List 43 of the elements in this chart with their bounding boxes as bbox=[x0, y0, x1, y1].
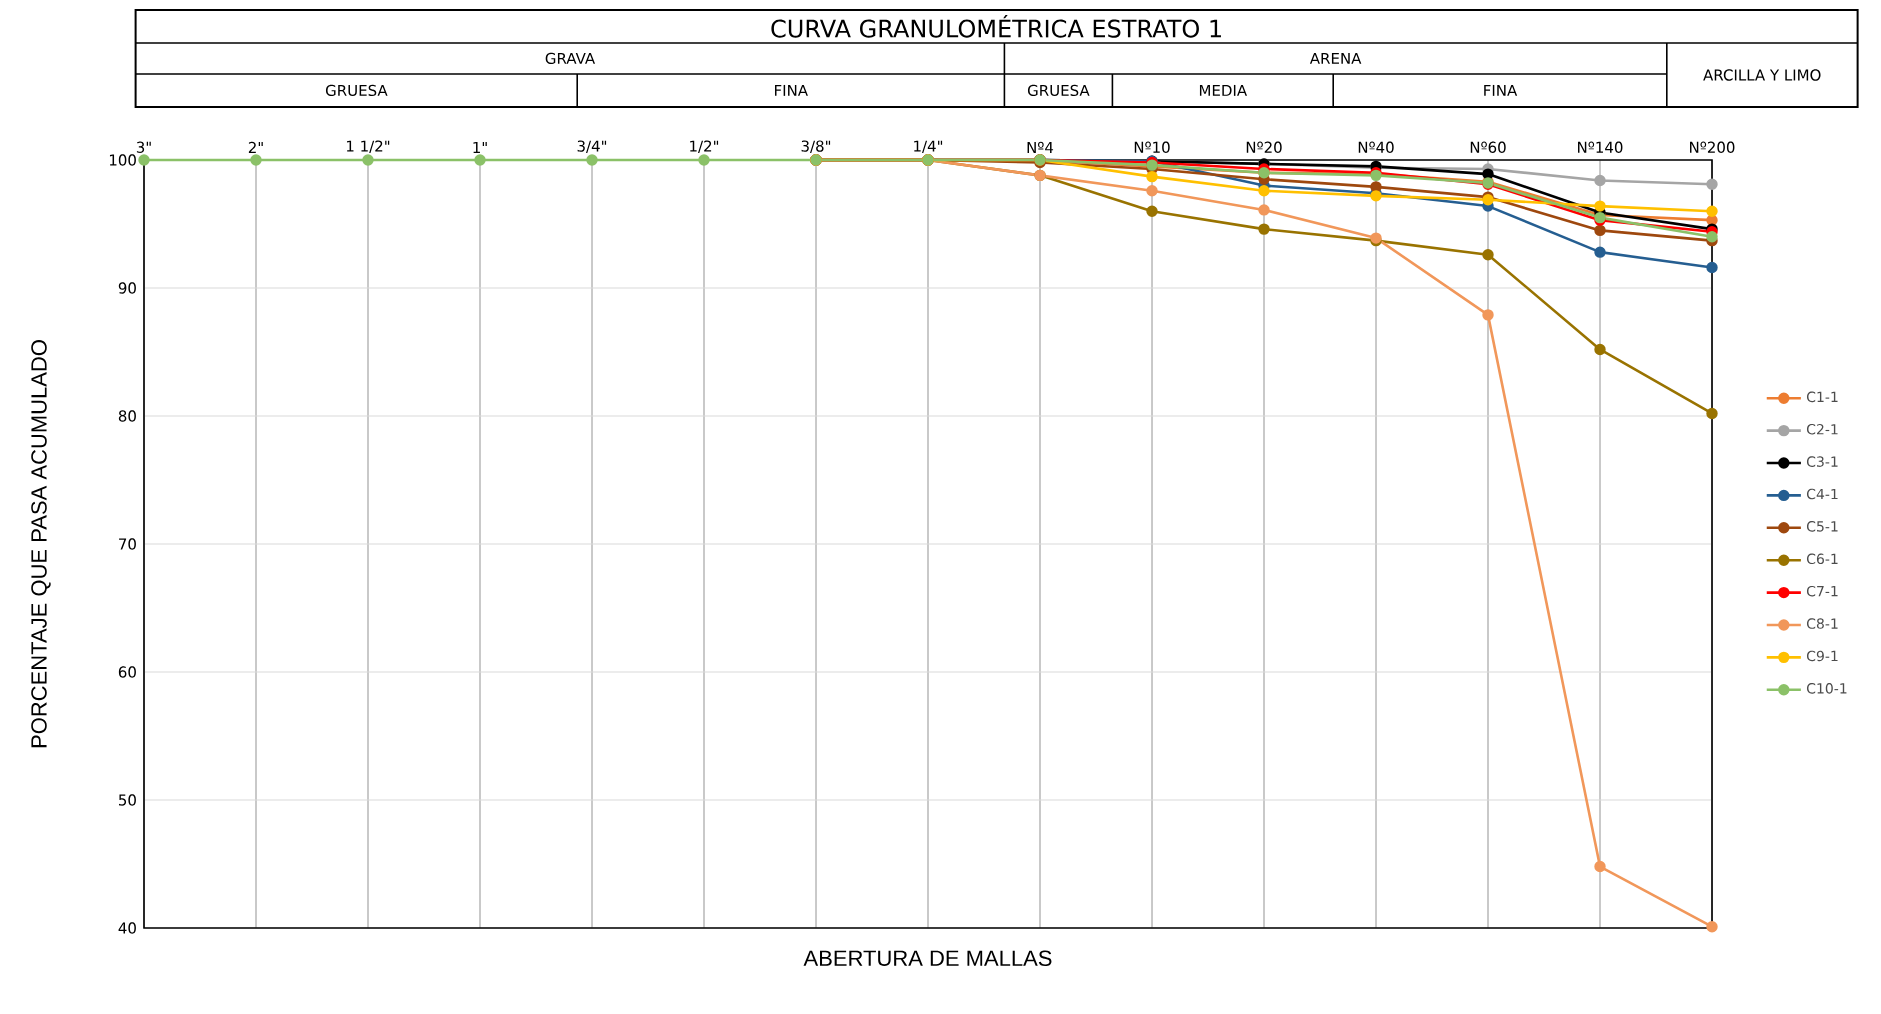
y-tick-label: 90 bbox=[118, 282, 136, 294]
y-tick-label: 80 bbox=[118, 410, 136, 422]
x-tick-label: 3/8" bbox=[801, 140, 831, 153]
x-tick-label: Nº10 bbox=[1134, 141, 1170, 153]
legend-label: C7-1 bbox=[1806, 585, 1838, 597]
legend-label: C6-1 bbox=[1806, 553, 1838, 565]
x-axis-title: ABERTURA DE MALLAS bbox=[803, 950, 1052, 967]
legend-label: C10-1 bbox=[1806, 683, 1847, 694]
text: ARCILLA Y LIMO bbox=[1703, 69, 1821, 81]
x-tick-label: Nº60 bbox=[1470, 141, 1506, 153]
text: GRAVA bbox=[545, 52, 596, 65]
legend-label: C3-1 bbox=[1806, 456, 1838, 467]
x-tick-label: 1 1/2" bbox=[346, 140, 390, 153]
x-tick-label: 3" bbox=[136, 141, 151, 153]
x-tick-label: Nº4 bbox=[1027, 141, 1054, 153]
legend-label: C5-1 bbox=[1806, 521, 1838, 532]
legend-label: C9-1 bbox=[1806, 650, 1838, 662]
y-tick-label: 100 bbox=[109, 154, 136, 166]
legend-label: C8-1 bbox=[1806, 618, 1838, 629]
legend-label: C1-1 bbox=[1806, 391, 1838, 403]
text: MEDIA bbox=[1199, 84, 1248, 96]
x-tick-label: Nº40 bbox=[1358, 141, 1394, 153]
x-tick-label: 1/4" bbox=[914, 140, 943, 153]
y-tick-label: 70 bbox=[119, 538, 136, 550]
x-tick-label: 1/2" bbox=[690, 140, 719, 153]
x-tick-label: 1" bbox=[473, 142, 487, 153]
x-tick-label: 2" bbox=[248, 141, 263, 153]
chart-title: CURVA GRANULOMÉTRICA ESTRATO 1 bbox=[771, 15, 1221, 38]
y-tick-label: 60 bbox=[118, 666, 136, 678]
text: FINA bbox=[775, 84, 808, 96]
text: FINA bbox=[1484, 84, 1518, 96]
x-tick-label: Nº140 bbox=[1578, 141, 1623, 153]
y-tick-label: 40 bbox=[118, 922, 136, 934]
y-axis-title: PORCENTAJE QUE PASA ACUMULADO bbox=[31, 340, 51, 748]
x-tick-label: Nº20 bbox=[1246, 141, 1282, 153]
legend-label: C4-1 bbox=[1806, 488, 1838, 500]
x-tick-label: Nº200 bbox=[1690, 141, 1735, 153]
y-tick-label: 50 bbox=[119, 794, 136, 806]
x-tick-label: 3/4" bbox=[577, 140, 607, 153]
text: ARENA bbox=[1309, 52, 1362, 64]
text: GRUESA bbox=[1027, 84, 1090, 97]
text: GRUESA bbox=[325, 84, 388, 97]
legend-label: C2-1 bbox=[1806, 423, 1838, 435]
